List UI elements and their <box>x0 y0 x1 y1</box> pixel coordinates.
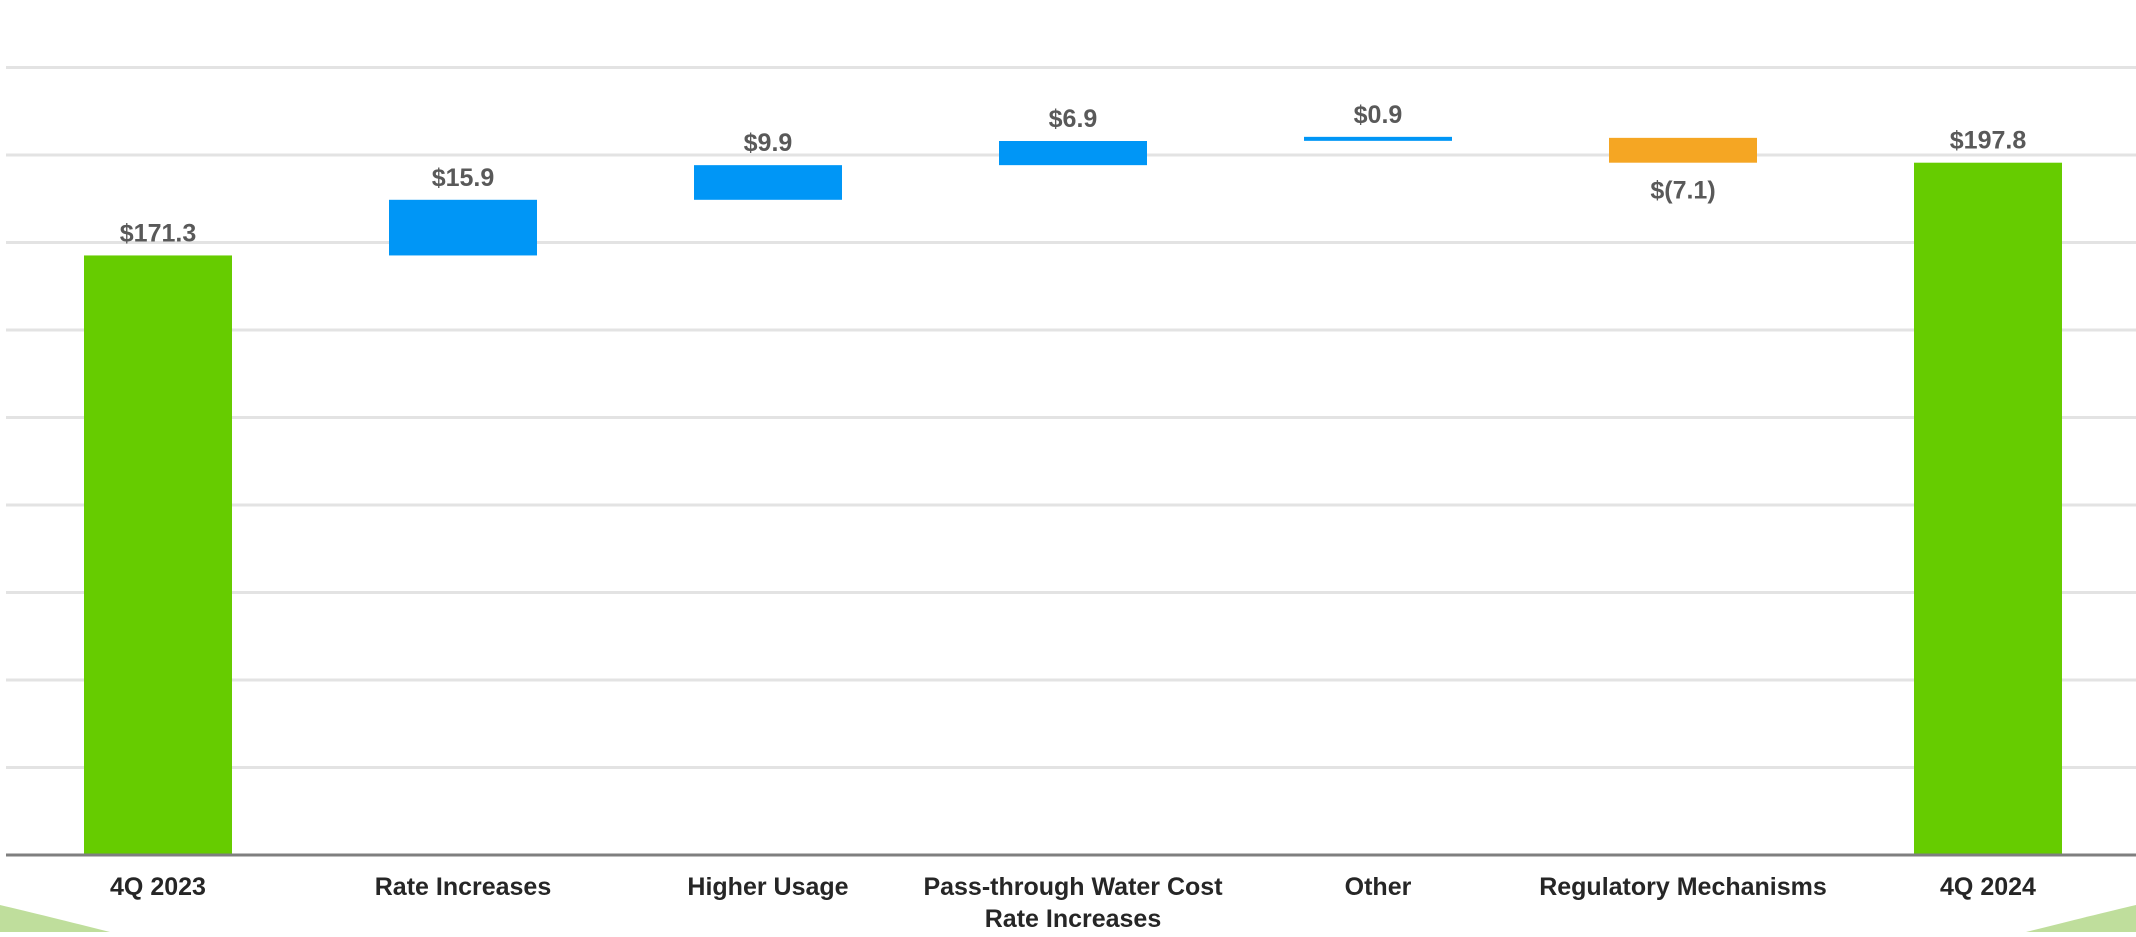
data-label-0: $171.3 <box>120 219 196 247</box>
data-label-5: $(7.1) <box>1650 177 1715 205</box>
category-label-3: Pass-through Water Cost Rate Increases <box>923 873 1223 932</box>
data-label-6: $197.8 <box>1950 127 2027 155</box>
category-label-line: Regulatory Mechanisms <box>1539 873 1827 901</box>
category-label-2: Higher Usage <box>687 873 848 901</box>
bar-2 <box>694 165 842 200</box>
category-label-4: Other <box>1345 873 1412 901</box>
bar-0 <box>84 255 232 855</box>
decorative-swoosh-left <box>0 905 110 932</box>
category-label-line: Rate Increases <box>985 905 1162 932</box>
decorative-swoosh-right <box>2026 905 2136 932</box>
category-label-1: Rate Increases <box>375 873 552 901</box>
category-label-line: Higher Usage <box>687 873 848 901</box>
data-labels: $171.3 $15.9 $9.9 $6.9 $0.9 $(7.1) $197.8 <box>120 101 2027 248</box>
bar-3 <box>999 141 1147 166</box>
bar-1 <box>389 199 537 256</box>
category-label-6: 4Q 2024 <box>1940 873 2036 901</box>
category-labels: 4Q 2023 Rate Increases Higher Usage Pass-th… <box>110 873 2036 933</box>
bar-4 <box>1304 136 1452 141</box>
bars <box>84 136 2062 855</box>
category-label-0: 4Q 2023 <box>110 873 206 901</box>
bar-5 <box>1609 137 1757 163</box>
category-label-line: Other <box>1345 873 1412 901</box>
category-label-line: Pass-through Water Cost <box>923 873 1223 901</box>
category-label-line: 4Q 2024 <box>1940 873 2036 901</box>
bar-6 <box>1914 162 2062 855</box>
category-label-line: 4Q 2023 <box>110 873 206 901</box>
slide-decoration <box>0 905 2136 932</box>
gridlines <box>6 66 2136 769</box>
category-label-line: Rate Increases <box>375 873 552 901</box>
data-label-1: $15.9 <box>432 164 495 192</box>
data-label-2: $9.9 <box>744 129 793 157</box>
data-label-4: $0.9 <box>1354 101 1403 129</box>
category-label-5: Regulatory Mechanisms <box>1539 873 1827 901</box>
data-label-3: $6.9 <box>1049 105 1098 133</box>
